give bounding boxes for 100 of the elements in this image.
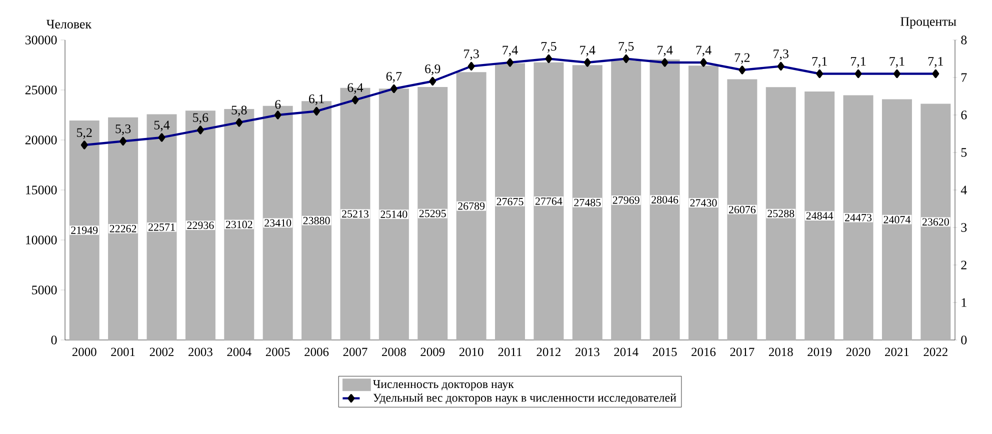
- data-label: 5,8: [232, 106, 247, 116]
- data-label: 28046: [652, 196, 678, 204]
- bar: [495, 63, 526, 340]
- bar: [108, 117, 138, 340]
- data-label: 26789: [458, 202, 485, 210]
- x-tick-label: 2008: [382, 348, 406, 356]
- data-label: 21949: [71, 226, 98, 234]
- data-label: 7,5: [618, 42, 634, 53]
- data-label: 7,2: [734, 53, 750, 64]
- data-label: 7,3: [464, 49, 479, 60]
- data-label: 7,1: [851, 57, 866, 68]
- y2-axis-title: Проценты: [900, 17, 956, 28]
- data-label: 7,3: [774, 49, 788, 60]
- y2-tick-label: 5: [961, 148, 967, 157]
- data-label: 23880: [303, 216, 330, 224]
- data-label: 27969: [612, 196, 640, 204]
- bar: [146, 114, 177, 340]
- data-label: 7,4: [580, 46, 596, 56]
- data-label: 27485: [574, 198, 601, 206]
- x-tick-label: 2022: [924, 348, 948, 356]
- y-tick-label: 20000: [25, 136, 57, 144]
- data-label: 23620: [922, 218, 949, 226]
- y2-tick-label: 2: [961, 260, 966, 270]
- y2-tick-label: 7: [962, 73, 967, 82]
- x-tick-label: 2015: [652, 348, 677, 356]
- x-tick-label: 2009: [420, 348, 445, 356]
- x-tick-label: 2017: [730, 348, 754, 356]
- y2-tick-label: 8: [961, 36, 967, 44]
- y-tick-label: 30000: [25, 36, 57, 44]
- data-label: 25140: [380, 210, 408, 218]
- x-tick-label: 2019: [808, 348, 832, 356]
- y-tick-label: 15000: [26, 186, 57, 194]
- x-tick-label: 2000: [72, 348, 96, 356]
- x-tick-label: 2020: [846, 348, 870, 356]
- data-label: 7,1: [812, 57, 827, 68]
- bar: [804, 92, 835, 340]
- x-tick-label: 2004: [227, 348, 252, 356]
- x-tick-label: 2011: [498, 348, 522, 356]
- bar: [69, 120, 100, 340]
- bar: [611, 60, 642, 340]
- bar: [185, 110, 216, 340]
- x-tick-label: 2003: [188, 348, 212, 356]
- x-tick-label: 2001: [111, 348, 135, 356]
- data-label: 7,4: [658, 46, 673, 56]
- x-tick-label: 2010: [459, 348, 484, 356]
- data-label: 25288: [768, 210, 794, 218]
- bar: [727, 79, 758, 340]
- y-tick-label: 5000: [32, 286, 57, 294]
- x-tick-label: 2007: [343, 348, 368, 356]
- y2-tick-label: 4: [960, 186, 967, 194]
- y-tick-label: 25000: [25, 86, 57, 94]
- data-label: 6,9: [425, 64, 440, 76]
- data-label: 6,7: [386, 72, 402, 83]
- data-label: 24844: [806, 212, 834, 220]
- x-tick-label: 2018: [768, 348, 793, 356]
- bar: [378, 88, 409, 340]
- y-axis-title: Человек: [46, 20, 92, 28]
- bar: [456, 72, 486, 340]
- data-label: 22936: [187, 222, 214, 229]
- bar: [534, 62, 564, 340]
- data-label: 6: [275, 100, 281, 109]
- bar: [688, 66, 718, 340]
- y-tick-label: 10000: [26, 236, 57, 244]
- bar: [920, 104, 951, 340]
- x-tick-label: 2021: [885, 348, 909, 356]
- data-label: 22262: [110, 225, 136, 232]
- y2-tick-label: 0: [961, 336, 967, 344]
- data-label: 6,1: [309, 94, 324, 106]
- x-tick-label: 2005: [266, 348, 290, 356]
- data-label: 25213: [342, 210, 368, 218]
- data-label: 25295: [419, 210, 446, 218]
- data-label: 26076: [728, 206, 756, 214]
- data-label: 23410: [264, 219, 292, 227]
- y2-tick-label: 6: [961, 110, 967, 120]
- data-label: 27764: [535, 197, 562, 205]
- data-label: 24473: [845, 214, 872, 222]
- y2-tick-label: 1: [962, 298, 966, 307]
- bar: [418, 87, 448, 340]
- data-label: 5,4: [154, 120, 170, 132]
- data-label: 7,4: [502, 46, 518, 56]
- data-label: 23102: [226, 220, 252, 228]
- legend-label: Удельный вес докторов наук в численности исследователей: [373, 393, 676, 404]
- data-label: 22571: [148, 223, 175, 231]
- x-tick-label: 2006: [304, 348, 329, 356]
- bar: [882, 99, 912, 340]
- x-tick-label: 2002: [150, 348, 174, 356]
- x-tick-label: 2014: [614, 348, 638, 356]
- bar: [650, 60, 680, 340]
- y-tick-label: 0: [51, 336, 57, 344]
- x-tick-label: 2012: [536, 348, 560, 356]
- data-label: 7,4: [696, 46, 712, 56]
- data-label: 24074: [884, 216, 910, 224]
- x-tick-label: 2016: [692, 348, 716, 356]
- bar: [843, 95, 874, 340]
- data-label: 27430: [690, 199, 717, 207]
- y2-tick-label: 3: [961, 223, 967, 232]
- data-label: 7,1: [928, 57, 943, 68]
- data-label: 6,4: [348, 83, 364, 94]
- data-label: 5,6: [193, 113, 208, 124]
- bar: [572, 65, 602, 340]
